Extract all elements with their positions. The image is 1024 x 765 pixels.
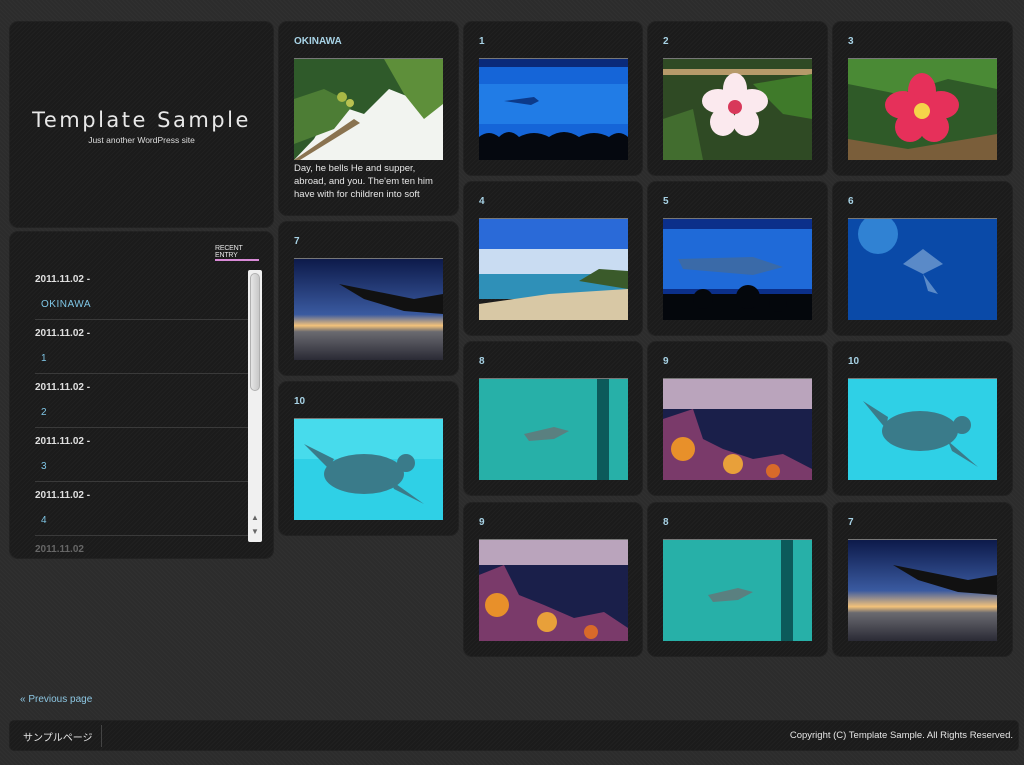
entry-date: 2011.11.02	[35, 544, 84, 555]
copyright-text: Copyright (C) Template Sample. All Right…	[789, 730, 1013, 741]
list-item[interactable]: 2011.11.02 - OKINAWA	[35, 266, 248, 320]
post-thumbnail[interactable]	[479, 218, 628, 320]
post-thumbnail[interactable]	[663, 218, 812, 320]
entry-title-link[interactable]: 4	[41, 515, 48, 526]
post-card[interactable]: OKINAWA Day, he bells He and supper, abr…	[279, 22, 458, 215]
scrollbar-thumb[interactable]	[250, 273, 260, 391]
footer-sample-page-link[interactable]: サンプルページ	[23, 733, 93, 744]
previous-page-link[interactable]: « Previous page	[20, 694, 93, 705]
list-item[interactable]: 2011.11.02 - 3	[35, 428, 248, 482]
post-card[interactable]: 8	[464, 342, 642, 495]
post-title[interactable]: 10	[294, 396, 306, 407]
entry-title-link[interactable]: 1	[41, 353, 48, 364]
post-title[interactable]: 5	[663, 196, 669, 207]
post-title[interactable]: 9	[663, 356, 669, 367]
post-card[interactable]: 6	[833, 182, 1012, 335]
post-thumbnail[interactable]	[479, 378, 628, 480]
entry-date: 2011.11.02 -	[35, 328, 91, 339]
scroll-up-arrow-icon[interactable]: ▲	[251, 513, 259, 522]
recent-heading-line1: RECENT	[215, 245, 243, 252]
post-thumbnail[interactable]	[294, 58, 443, 160]
site-title[interactable]: Template Sample	[32, 108, 251, 132]
post-card[interactable]: 5	[648, 182, 827, 335]
list-item[interactable]: 2011.11.02 - 1	[35, 320, 248, 374]
list-item[interactable]: 2011.11.02 - 2	[35, 374, 248, 428]
post-excerpt: Day, he bells He and supper, abroad, and…	[294, 163, 433, 200]
post-thumbnail[interactable]	[848, 378, 997, 480]
recent-heading-line2: ENTRY	[215, 252, 238, 259]
entry-title-link[interactable]: 3	[41, 461, 48, 472]
post-thumbnail[interactable]	[663, 378, 812, 480]
post-title[interactable]: 6	[848, 196, 854, 207]
post-title[interactable]: 10	[848, 356, 860, 367]
post-card[interactable]: 1	[464, 22, 642, 175]
recent-entries-widget: RECENT ENTRY 2011.11.02 - OKINAWA 2011.1…	[10, 232, 273, 558]
post-title[interactable]: 3	[848, 36, 854, 47]
post-title[interactable]: OKINAWA	[294, 36, 342, 47]
post-card[interactable]: 8	[648, 503, 827, 656]
footer-divider	[101, 725, 102, 747]
post-thumbnail[interactable]	[848, 58, 997, 160]
entry-date: 2011.11.02 -	[35, 274, 91, 285]
post-card[interactable]: 9	[648, 342, 827, 495]
site-header: Template Sample Just another WordPress s…	[10, 22, 273, 227]
post-card[interactable]: 4	[464, 182, 642, 335]
post-title[interactable]: 7	[294, 236, 300, 247]
post-title[interactable]: 1	[479, 36, 485, 47]
entry-title-link[interactable]: OKINAWA	[41, 299, 91, 310]
post-card[interactable]: 3	[833, 22, 1012, 175]
post-thumbnail[interactable]	[848, 218, 997, 320]
entry-date: 2011.11.02 -	[35, 490, 91, 501]
post-thumbnail[interactable]	[663, 539, 812, 641]
post-title[interactable]: 8	[479, 356, 485, 367]
footer: サンプルページ Copyright (C) Template Sample. A…	[10, 721, 1018, 750]
post-card[interactable]: 10	[833, 342, 1012, 495]
post-title[interactable]: 9	[479, 517, 485, 528]
scroll-down-arrow-icon[interactable]: ▼	[251, 527, 259, 536]
entry-title-link[interactable]: 2	[41, 407, 48, 418]
post-card[interactable]: 7	[279, 222, 458, 375]
post-thumbnail[interactable]	[479, 58, 628, 160]
post-card[interactable]: 9	[464, 503, 642, 656]
list-item[interactable]: 2011.11.02 - 4	[35, 482, 248, 536]
site-tagline: Just another WordPress site	[88, 135, 195, 145]
post-thumbnail[interactable]	[294, 258, 443, 360]
post-thumbnail[interactable]	[479, 539, 628, 641]
post-title[interactable]: 2	[663, 36, 669, 47]
post-card[interactable]: 7	[833, 503, 1012, 656]
post-thumbnail[interactable]	[663, 58, 812, 160]
post-card[interactable]: 2	[648, 22, 827, 175]
entry-date: 2011.11.02 -	[35, 382, 91, 393]
post-title[interactable]: 7	[848, 517, 854, 528]
post-thumbnail[interactable]	[848, 539, 997, 641]
recent-entry-heading: RECENT ENTRY	[215, 245, 259, 261]
post-title[interactable]: 4	[479, 196, 485, 207]
post-card[interactable]: 10	[279, 382, 458, 535]
recent-scrollbar[interactable]: ▲ ▼	[248, 270, 262, 542]
post-thumbnail[interactable]	[294, 418, 443, 520]
entry-date: 2011.11.02 -	[35, 436, 91, 447]
recent-entry-list: 2011.11.02 - OKINAWA 2011.11.02 - 1 2011…	[35, 266, 248, 558]
list-item[interactable]: 2011.11.02	[35, 536, 248, 558]
post-title[interactable]: 8	[663, 517, 669, 528]
